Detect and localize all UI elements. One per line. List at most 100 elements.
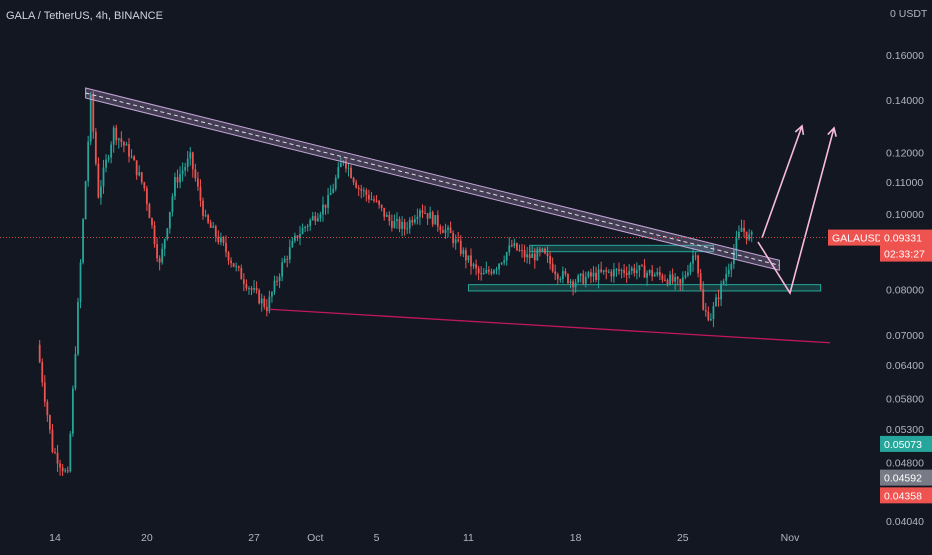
candle-body	[230, 260, 232, 264]
candle-body	[510, 245, 513, 247]
candle-body	[355, 182, 358, 188]
candle-body	[572, 281, 574, 288]
candle-body	[43, 382, 46, 402]
candle-body	[286, 258, 289, 260]
candle-body	[480, 273, 483, 275]
candle-body	[184, 167, 187, 171]
candle-body	[694, 255, 697, 257]
candle-body	[373, 199, 375, 201]
symbol-tag-label: GALAUSDT	[832, 233, 889, 245]
candle-body	[171, 196, 174, 212]
candle-body	[202, 200, 204, 216]
candle-body	[214, 226, 217, 237]
candle-body	[288, 247, 291, 260]
candle-body	[475, 264, 477, 269]
candles	[38, 91, 753, 477]
candle-body	[674, 276, 677, 282]
candle-body	[551, 263, 554, 272]
candle-body	[467, 255, 470, 261]
candle-body	[110, 144, 113, 158]
candle-body	[653, 274, 656, 277]
candle-body	[189, 152, 192, 159]
bar-countdown: 02:33:27	[884, 249, 925, 261]
candle-body	[528, 254, 531, 259]
candle-body	[559, 279, 562, 281]
candle-body	[750, 232, 753, 235]
lower-support-line[interactable]	[269, 308, 831, 344]
candle-body	[436, 215, 439, 227]
price-tag[interactable]	[880, 487, 932, 504]
candle-body	[329, 192, 332, 196]
candle-body	[64, 470, 67, 472]
candle-body	[174, 177, 176, 197]
candle-body	[666, 280, 669, 285]
candle-body	[255, 288, 258, 291]
candle-body	[97, 163, 100, 198]
candle-body	[602, 270, 605, 272]
candle-body	[365, 190, 368, 195]
price-axis[interactable]: 0.16000 0.14000 0.12000 0.11000 0.10000 0.080…	[886, 50, 924, 528]
candle-body	[569, 281, 572, 284]
candle-body	[692, 255, 694, 264]
candle-body	[712, 306, 715, 319]
support-zone-lower[interactable]	[467, 284, 822, 292]
candle-body	[327, 195, 329, 208]
candle-body	[597, 269, 600, 281]
candle-body	[71, 388, 74, 434]
x-tick-label: Nov	[781, 532, 800, 544]
candle-body	[265, 306, 268, 312]
candle-body	[531, 253, 534, 259]
candle-body	[181, 170, 184, 174]
time-axis[interactable]: 14 20 27 Oct 5 11 18 25 Nov	[49, 532, 800, 544]
candle-body	[128, 144, 130, 157]
candle-body	[217, 236, 220, 242]
candle-body	[600, 269, 603, 272]
descending-trendline-midline	[85, 92, 780, 266]
candle-body	[156, 244, 158, 259]
candle-body	[390, 221, 393, 228]
candle-body	[735, 237, 738, 251]
candle-body	[161, 248, 164, 263]
candle-body	[745, 231, 748, 240]
candle-body	[59, 463, 61, 468]
candle-body	[296, 235, 299, 239]
y-tick-label: 0.05300	[886, 424, 924, 436]
candle-body	[383, 207, 386, 217]
candle-body	[676, 276, 679, 280]
projection-arrow-direct[interactable]	[761, 125, 803, 239]
candle-body	[84, 181, 87, 220]
candle-body	[123, 141, 125, 146]
candle-body	[268, 296, 271, 312]
candle-body	[536, 249, 539, 261]
candle-body	[411, 220, 414, 223]
candle-body	[526, 254, 529, 258]
last-price-tag[interactable]	[880, 229, 932, 262]
drawn-lines	[0, 87, 878, 344]
candle-body	[689, 263, 692, 273]
candle-body	[577, 275, 580, 283]
candle-body	[732, 250, 735, 264]
candle-body	[375, 200, 378, 202]
y-tick-label: 0.08000	[886, 285, 924, 297]
candle-body	[204, 215, 207, 217]
candle-body	[258, 290, 261, 304]
symbol-tag[interactable]	[828, 229, 880, 246]
candle-body	[628, 270, 631, 275]
candle-body	[46, 401, 49, 416]
candle-body	[163, 239, 166, 249]
candle-body	[574, 282, 577, 288]
price-tag-value: 0.04358	[884, 490, 922, 502]
candle-body	[424, 212, 426, 214]
candle-body	[385, 214, 388, 217]
price-tag[interactable]	[880, 435, 932, 452]
projection-arrow-retest[interactable]	[757, 127, 835, 295]
candle-body	[656, 272, 659, 275]
candle-body	[56, 452, 59, 464]
candle-body	[151, 218, 153, 226]
candle-body	[396, 218, 398, 221]
price-tag[interactable]	[880, 469, 932, 486]
candle-body	[623, 270, 626, 273]
candle-body	[227, 252, 230, 261]
